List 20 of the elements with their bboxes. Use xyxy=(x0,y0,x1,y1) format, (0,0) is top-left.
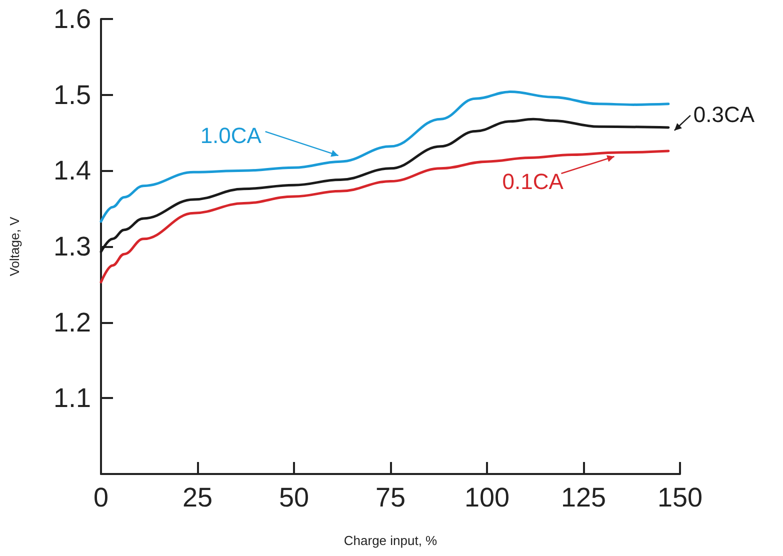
legend-label: 0.3CA xyxy=(693,102,755,128)
series-label: 1.0CA xyxy=(200,122,262,148)
y-tick-label: 1.3 xyxy=(53,232,91,262)
x-tick-label: 0 xyxy=(93,482,109,512)
y-tick-label: 1.4 xyxy=(53,156,91,186)
line-series xyxy=(100,150,670,284)
x-tick-label: 50 xyxy=(278,482,310,512)
x-axis-title: Charge input, % xyxy=(344,533,438,548)
line-series xyxy=(100,90,670,223)
series-label: 0.1CA xyxy=(502,169,564,194)
y-tick-label: 1.2 xyxy=(53,307,91,338)
y-tick-label: 1.6 xyxy=(53,4,91,34)
x-tick-label: 25 xyxy=(182,482,213,512)
y-tick-label: 1.1 xyxy=(53,383,91,414)
y-tick-label: 1.5 xyxy=(53,80,91,110)
x-tick-label: 100 xyxy=(464,482,510,512)
x-tick-label: 75 xyxy=(375,482,406,512)
x-tick-label: 125 xyxy=(560,482,606,512)
x-tick-label: 150 xyxy=(657,482,703,512)
y-axis-title: Voltage, V xyxy=(7,216,22,276)
